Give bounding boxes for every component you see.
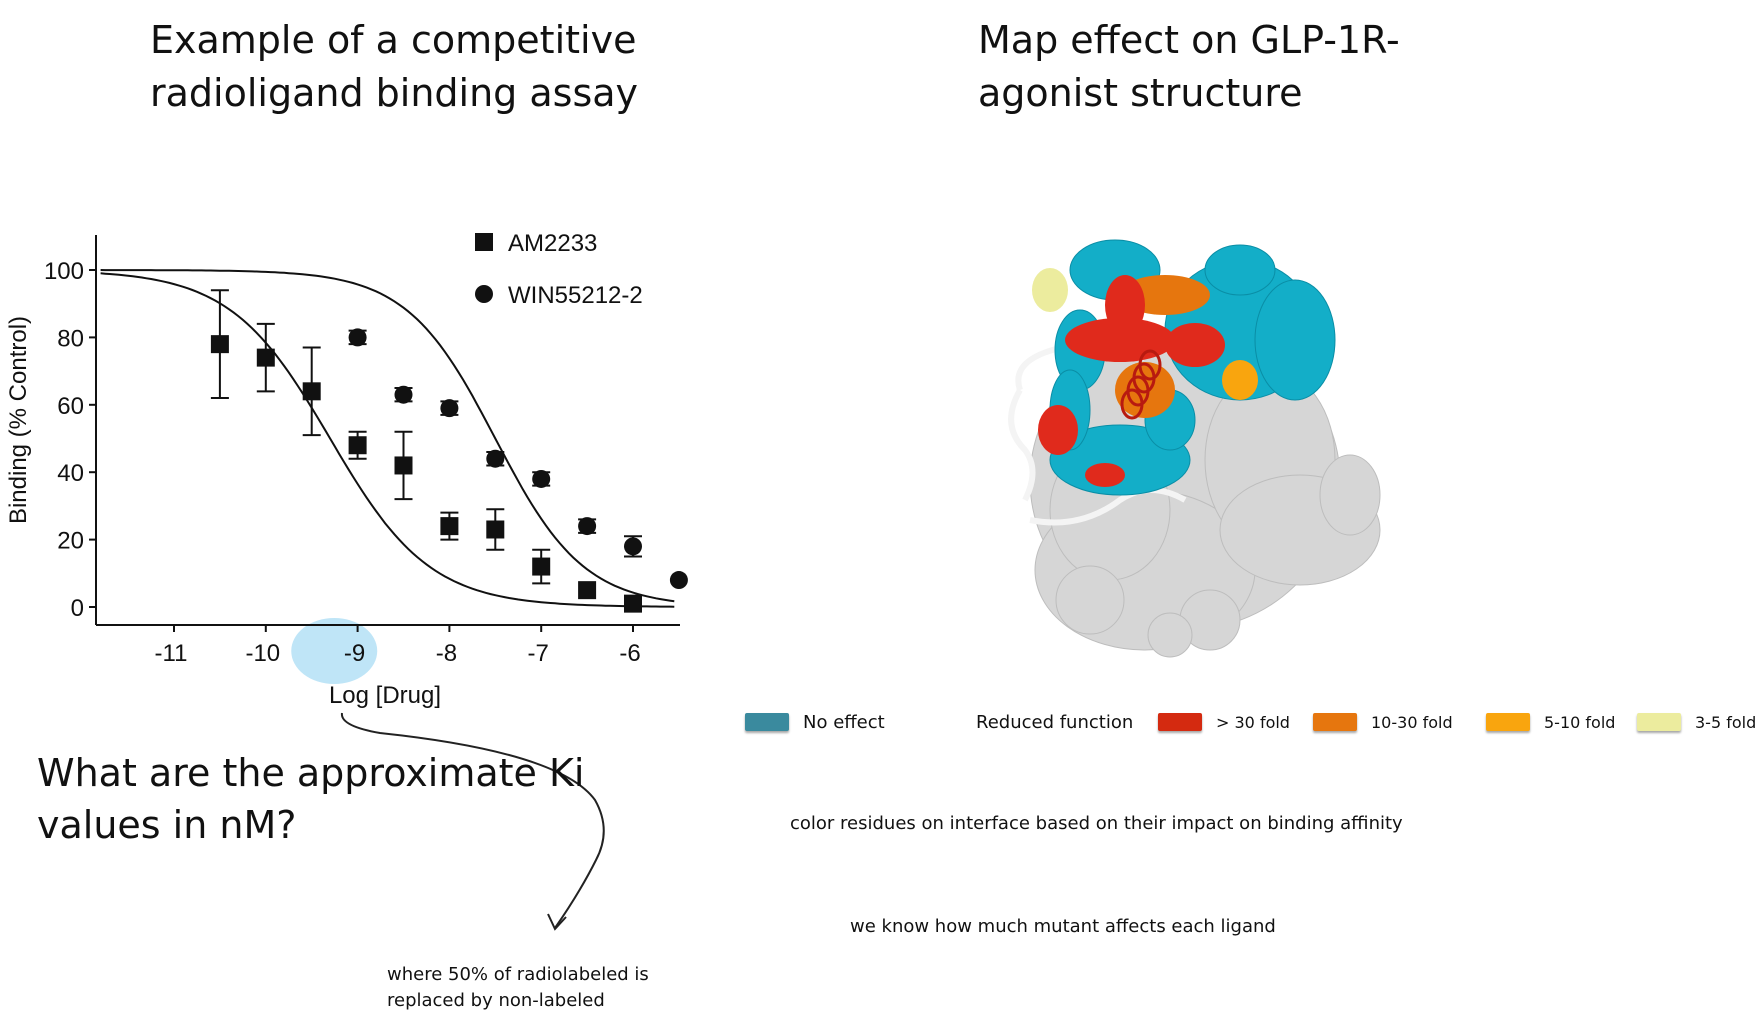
x-tick-label: -7	[528, 640, 549, 667]
annotation-arrow	[340, 712, 605, 931]
legend-label-no-effect: No effect	[803, 711, 885, 733]
y-tick-label: 80	[57, 325, 84, 352]
highlight-blob	[291, 618, 378, 684]
right-title: Map effect on GLP-1R- agonist structure	[978, 14, 1538, 120]
data-point-am2233	[256, 348, 275, 367]
legend-marker-am2233	[475, 233, 493, 251]
left-title-line2: radioligand binding assay	[150, 71, 639, 115]
y-tick-label: 0	[71, 595, 84, 622]
data-point-win55212	[348, 328, 367, 347]
data-point-am2233	[532, 557, 551, 576]
legend-3-5: 3-5 fold	[1637, 707, 1756, 737]
y-axis-label: Binding (% Control)	[5, 316, 32, 524]
x-tick-label: -11	[155, 640, 188, 667]
left-title: Example of a competitive radioligand bin…	[150, 14, 710, 120]
interface-yellow-patch	[1032, 268, 1068, 312]
legend-label-gt30: > 30 fold	[1216, 712, 1290, 732]
question-text: What are the approximate Ki values in nM…	[37, 747, 597, 851]
y-tick-label: 60	[57, 393, 84, 420]
data-point-win55212	[624, 537, 642, 556]
data-point-win55212	[578, 517, 597, 536]
y-tick-label: 40	[57, 460, 84, 487]
color-residues-note: color residues on interface based on the…	[790, 813, 1403, 834]
legend-no-effect: No effect	[745, 707, 885, 737]
x-axis-label: Log [Drug]	[329, 682, 441, 709]
arrow-head	[547, 913, 567, 931]
legend-label-win55212: WIN55212-2	[508, 282, 643, 309]
legend-swatch-3-5	[1637, 713, 1681, 731]
fifty-note-line2: replaced by non-labeled	[387, 990, 605, 1011]
question-line2: values in nM?	[37, 803, 297, 847]
data-point-am2233	[348, 436, 367, 455]
protein-structure-image	[1008, 239, 1381, 658]
legend-5-10: 5-10 fold	[1486, 707, 1615, 737]
legend-marker-win55212	[475, 285, 493, 303]
data-point-win55212	[394, 385, 413, 404]
fit-curve-am2233	[100, 272, 675, 608]
legend-label-10-30: 10-30 fold	[1371, 712, 1453, 732]
data-point-win55212	[440, 399, 459, 418]
data-point-win55212	[486, 449, 505, 468]
mutant-note: we know how much mutant affects each lig…	[850, 916, 1276, 937]
legend-reduced-function: Reduced function	[976, 707, 1133, 737]
data-point-am2233	[578, 581, 597, 600]
y-tick-label: 100	[44, 258, 84, 285]
agonist-helix-red	[1120, 349, 1162, 420]
legend-swatch-no-effect	[745, 713, 789, 731]
data-point-win55212	[669, 571, 688, 590]
interface-red-patch	[1038, 275, 1225, 487]
question-line1: What are the approximate Ki	[37, 751, 585, 795]
legend-swatch-10-30	[1313, 713, 1357, 731]
fifty-percent-note: where 50% of radiolabeled is replaced by…	[387, 962, 649, 1014]
data-point-am2233	[302, 382, 321, 401]
x-tick-label: -10	[245, 640, 280, 667]
y-tick-label: 20	[57, 528, 84, 555]
right-title-line1: Map effect on GLP-1R-	[978, 18, 1400, 62]
data-point-win55212	[532, 469, 551, 488]
binding-chart: 0 20 40 60 80 100 -11 -10 -9 -8 -7 -6 Log [Drug] Bind…	[5, 230, 688, 709]
left-title-line1: Example of a competitive	[150, 18, 637, 62]
data-point-am2233	[210, 335, 229, 354]
fifty-note-line1: where 50% of radiolabeled is	[387, 964, 649, 985]
data-point-am2233	[486, 520, 505, 539]
legend-label-5-10: 5-10 fold	[1544, 712, 1616, 732]
x-tick-label: -6	[619, 640, 640, 667]
fit-curve-win55212	[100, 269, 675, 603]
legend-label-3-5: 3-5 fold	[1695, 712, 1757, 732]
legend-label-reduced-function: Reduced function	[976, 711, 1134, 733]
legend-10-30: 10-30 fold	[1313, 707, 1453, 737]
data-point-am2233	[440, 517, 459, 536]
interface-orange-patch	[1115, 275, 1258, 418]
data-point-am2233	[394, 456, 413, 475]
legend-swatch-gt30	[1158, 713, 1202, 731]
legend-gt30: > 30 fold	[1158, 707, 1290, 737]
arrow-curve	[340, 712, 605, 929]
data-point-am2233	[624, 594, 642, 613]
right-title-line2: agonist structure	[978, 71, 1303, 115]
legend-label-am2233: AM2233	[508, 230, 597, 257]
legend-swatch-5-10	[1486, 713, 1530, 731]
x-tick-label: -9	[344, 640, 365, 667]
x-tick-label: -8	[436, 640, 457, 667]
